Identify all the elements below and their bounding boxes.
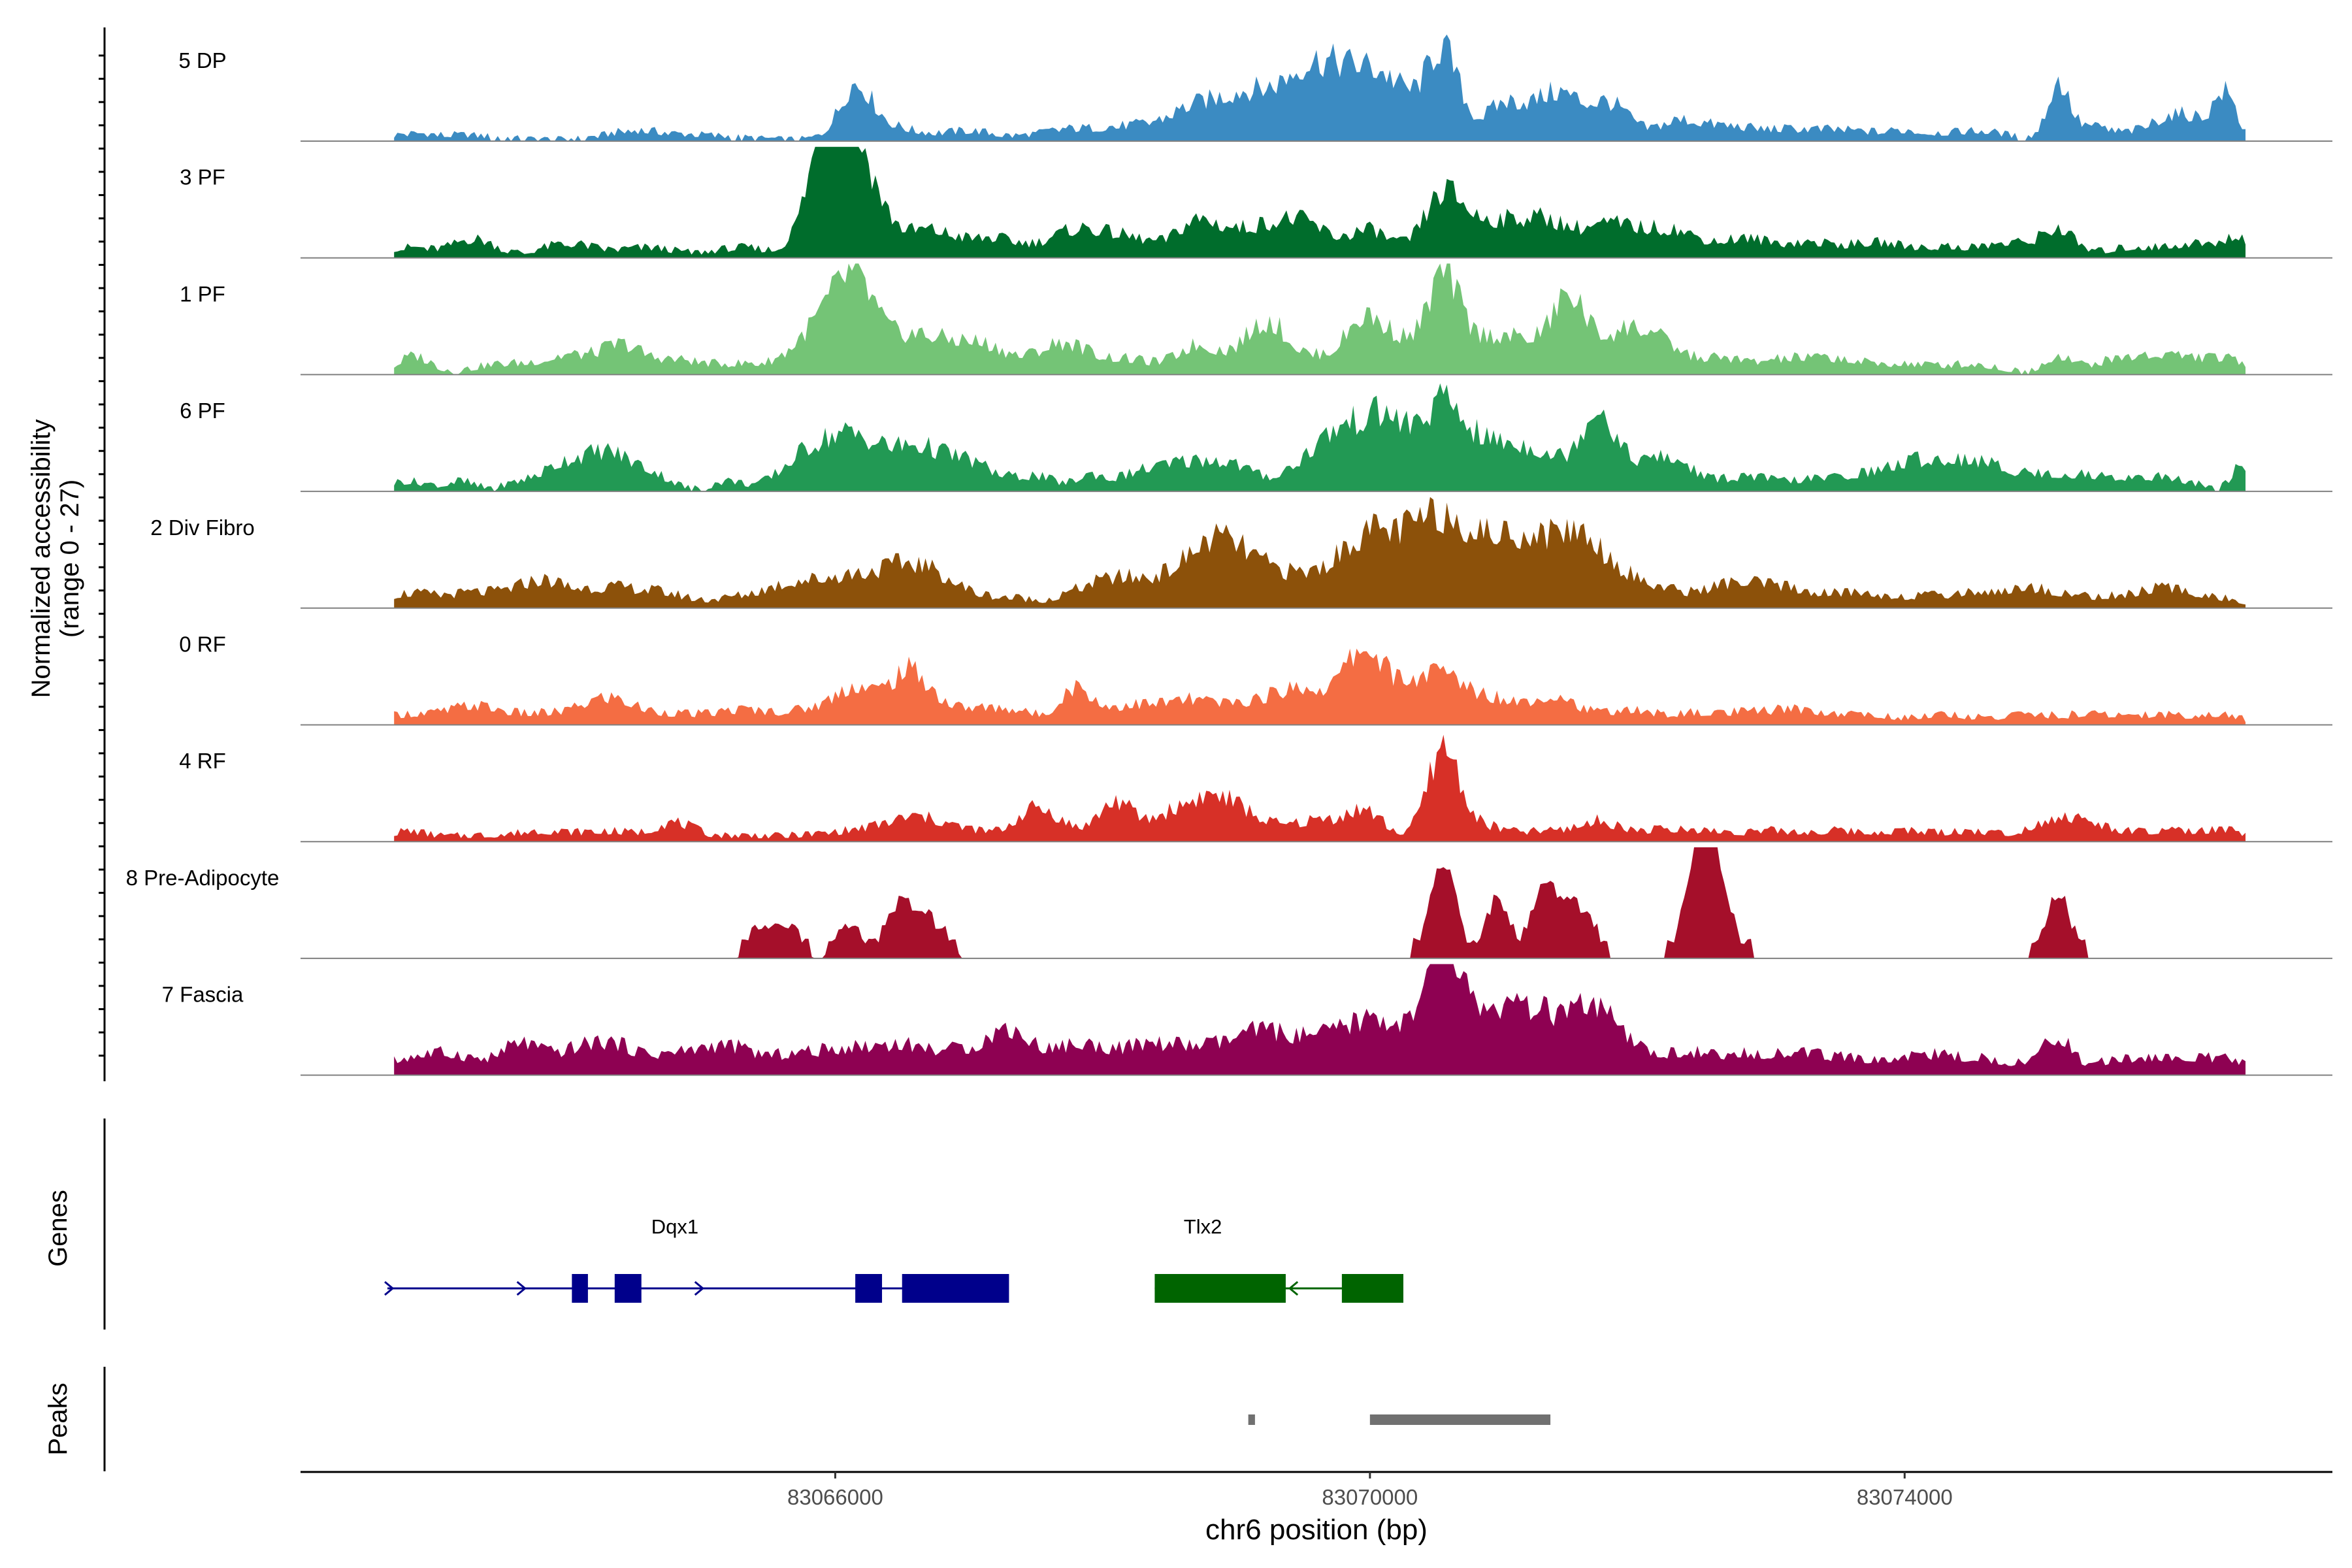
- peak-regions: [1248, 1414, 1551, 1425]
- track-6-pf: 6 PF: [180, 383, 2332, 493]
- gene-exon: [1341, 1274, 1403, 1303]
- track-0-rf: 0 RF: [179, 632, 2332, 726]
- track-2-div-fibro: 2 Div Fibro: [150, 497, 2332, 609]
- gene-label: Tlx2: [1184, 1215, 1222, 1238]
- x-axis-title: chr6 position (bp): [1205, 1514, 1428, 1546]
- track-7-fascia: 7 Fascia: [162, 964, 2332, 1076]
- strand-chevron: [1288, 1281, 1299, 1296]
- track-label: 5 DP: [178, 48, 226, 73]
- coverage-area: [394, 146, 2246, 258]
- track-8-pre-adipocyte: 8 Pre-Adipocyte: [126, 847, 2332, 959]
- gene-dqx1: Dqx1: [384, 1215, 1009, 1303]
- peaks-panel-label: Peaks: [44, 1382, 73, 1455]
- gene-exon: [902, 1274, 1009, 1303]
- coverage-area: [394, 964, 2246, 1075]
- y-axis-subtitle: (range 0 - 27): [56, 480, 84, 638]
- x-axis-ticks: 83066000 83070000 83074000: [787, 1472, 1953, 1509]
- track-3-pf: 3 PF: [180, 146, 2332, 259]
- track-label: 4 RF: [179, 749, 226, 773]
- track-1-pf: 1 PF: [180, 263, 2332, 376]
- x-tick-label: 83070000: [1322, 1485, 1418, 1509]
- gene-annotations: Dqx1 Tlx2: [384, 1215, 1403, 1303]
- strand-chevron: [872, 1281, 883, 1296]
- coverage-tracks: 5 DP 3 PF 1 PF 6 PF 2 Div Fibro 0 RF 4 RF 8 Pre…: [126, 34, 2332, 1076]
- coverage-area: [394, 34, 2246, 142]
- coverage-area: [394, 497, 2246, 608]
- coverage-area: [394, 734, 2246, 842]
- x-tick-label: 83066000: [787, 1485, 883, 1509]
- coverage-area: [394, 847, 2246, 958]
- track-label: 0 RF: [179, 632, 226, 657]
- gene-exon: [572, 1274, 588, 1303]
- strand-chevron: [516, 1281, 527, 1296]
- strand-chevron: [694, 1281, 705, 1296]
- track-4-rf: 4 RF: [179, 734, 2332, 843]
- track-5-dp: 5 DP: [178, 34, 2332, 142]
- y-axis-title: Normalized accessibility: [27, 419, 56, 698]
- peak-region: [1369, 1414, 1551, 1425]
- coverage-area: [394, 263, 2246, 375]
- gene-label: Dqx1: [651, 1215, 698, 1238]
- track-label: 3 PF: [180, 165, 225, 189]
- track-label: 2 Div Fibro: [150, 515, 255, 540]
- gene-tlx2: Tlx2: [1154, 1215, 1403, 1303]
- genes-panel-label: Genes: [44, 1190, 73, 1267]
- track-label: 6 PF: [180, 399, 225, 423]
- x-tick-label: 83074000: [1857, 1485, 1953, 1509]
- gene-exon: [855, 1274, 883, 1303]
- track-label: 8 Pre-Adipocyte: [126, 866, 280, 890]
- track-label: 7 Fascia: [162, 983, 244, 1007]
- coverage-area: [394, 383, 2246, 492]
- coverage-area: [394, 648, 2246, 725]
- peak-region: [1248, 1414, 1255, 1425]
- strand-chevron: [384, 1281, 395, 1296]
- gene-exon: [1154, 1274, 1286, 1303]
- track-label: 1 PF: [180, 282, 225, 306]
- coverage-y-ticks: [99, 54, 105, 1057]
- gene-exon: [614, 1274, 642, 1303]
